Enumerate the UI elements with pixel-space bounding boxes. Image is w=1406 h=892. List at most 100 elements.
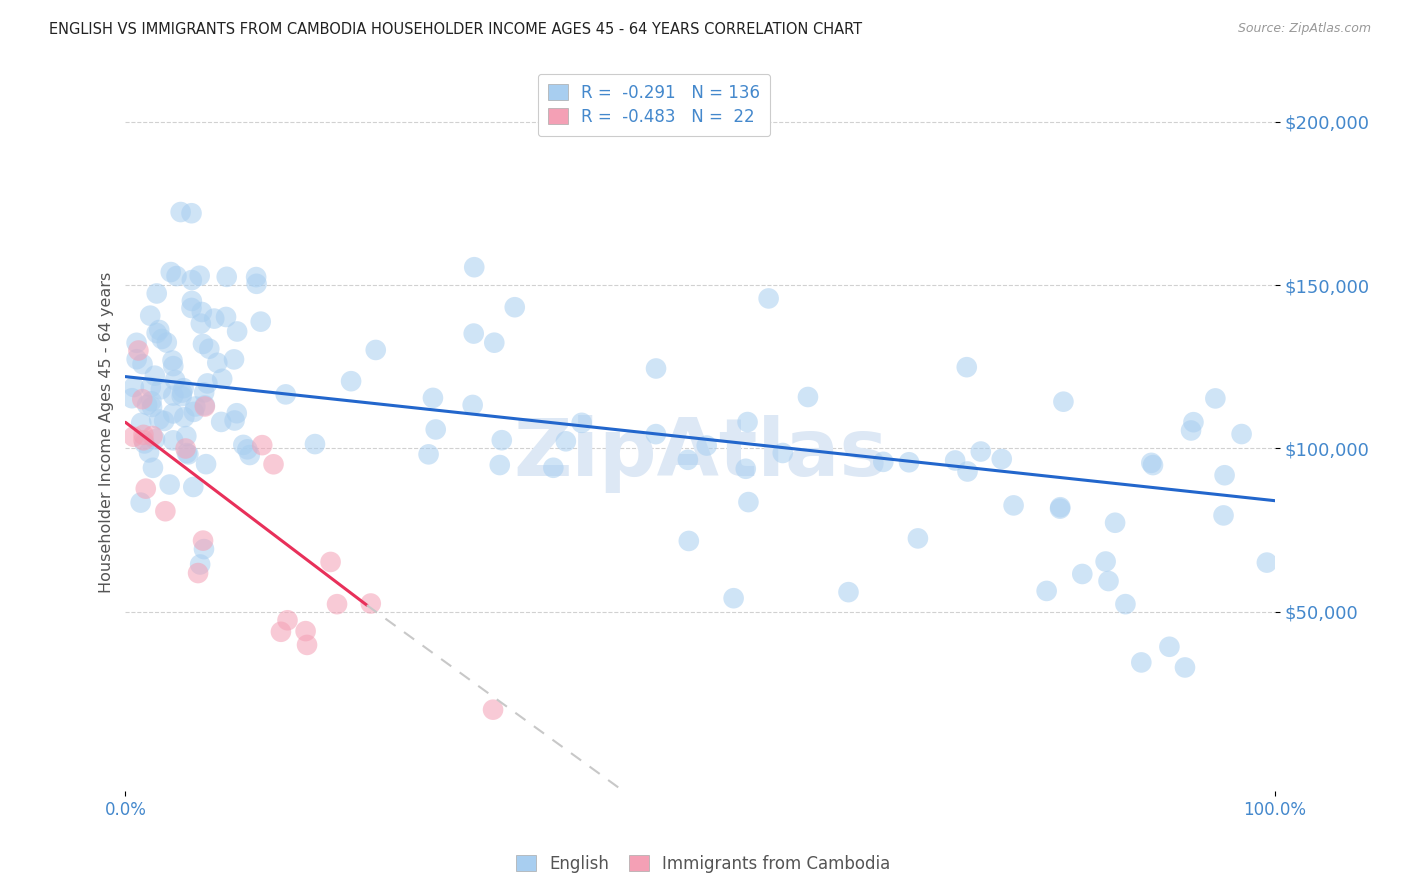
- Point: [274, 387, 297, 401]
- Point: [990, 452, 1012, 467]
- Point: [173, 381, 195, 395]
- Point: [1104, 516, 1126, 530]
- Point: [176, 446, 198, 460]
- Point: [723, 591, 745, 606]
- Point: [142, 460, 165, 475]
- Point: [1140, 456, 1163, 470]
- Legend: English, Immigrants from Cambodia: English, Immigrants from Cambodia: [509, 848, 897, 880]
- Text: ENGLISH VS IMMIGRANTS FROM CAMBODIA HOUSEHOLDER INCOME AGES 45 - 64 YEARS CORREL: ENGLISH VS IMMIGRANTS FROM CAMBODIA HOUS…: [49, 22, 862, 37]
- Point: [139, 309, 162, 323]
- Point: [491, 433, 513, 447]
- Point: [129, 495, 152, 509]
- Point: [134, 436, 156, 450]
- Point: [183, 405, 205, 419]
- Point: [181, 480, 204, 494]
- Point: [340, 374, 363, 388]
- Point: [1204, 392, 1226, 406]
- Point: [131, 392, 153, 406]
- Point: [145, 326, 167, 340]
- Point: [173, 410, 195, 425]
- Point: [758, 292, 780, 306]
- Point: [463, 260, 485, 275]
- Point: [970, 444, 993, 458]
- Point: [943, 453, 966, 467]
- Point: [696, 439, 718, 453]
- Point: [249, 315, 271, 329]
- Point: [125, 352, 148, 367]
- Point: [1130, 656, 1153, 670]
- Point: [956, 465, 979, 479]
- Point: [188, 558, 211, 572]
- Point: [225, 406, 247, 420]
- Point: [165, 373, 187, 387]
- Point: [195, 457, 218, 471]
- Point: [187, 566, 209, 580]
- Point: [270, 624, 292, 639]
- Point: [294, 624, 316, 639]
- Point: [141, 394, 163, 409]
- Point: [131, 357, 153, 371]
- Point: [159, 265, 181, 279]
- Point: [1052, 394, 1074, 409]
- Point: [143, 432, 166, 446]
- Point: [1071, 566, 1094, 581]
- Point: [162, 434, 184, 448]
- Point: [263, 457, 285, 471]
- Point: [193, 385, 215, 400]
- Point: [326, 597, 349, 611]
- Point: [180, 293, 202, 308]
- Point: [1212, 508, 1234, 523]
- Point: [1174, 660, 1197, 674]
- Point: [224, 413, 246, 427]
- Point: [1230, 427, 1253, 442]
- Point: [138, 445, 160, 459]
- Point: [1213, 468, 1236, 483]
- Point: [176, 429, 198, 443]
- Point: [484, 335, 506, 350]
- Point: [155, 504, 177, 518]
- Point: [180, 273, 202, 287]
- Point: [425, 422, 447, 436]
- Point: [129, 416, 152, 430]
- Point: [169, 205, 191, 219]
- Point: [180, 206, 202, 220]
- Point: [162, 388, 184, 402]
- Point: [245, 270, 267, 285]
- Point: [644, 427, 666, 442]
- Point: [463, 326, 485, 341]
- Point: [162, 353, 184, 368]
- Point: [197, 376, 219, 391]
- Text: ZipAtlas: ZipAtlas: [513, 415, 887, 492]
- Point: [226, 325, 249, 339]
- Point: [149, 382, 172, 396]
- Point: [488, 458, 510, 472]
- Point: [245, 277, 267, 291]
- Point: [207, 356, 229, 370]
- Point: [150, 332, 173, 346]
- Point: [797, 390, 820, 404]
- Point: [907, 532, 929, 546]
- Point: [222, 352, 245, 367]
- Point: [571, 416, 593, 430]
- Point: [239, 448, 262, 462]
- Point: [461, 398, 484, 412]
- Point: [319, 555, 342, 569]
- Point: [1002, 499, 1025, 513]
- Point: [1094, 555, 1116, 569]
- Point: [232, 438, 254, 452]
- Point: [125, 335, 148, 350]
- Point: [1049, 501, 1071, 516]
- Point: [191, 305, 214, 319]
- Point: [135, 482, 157, 496]
- Legend: R =  -0.291   N = 136, R =  -0.483   N =  22: R = -0.291 N = 136, R = -0.483 N = 22: [538, 74, 770, 136]
- Point: [1180, 424, 1202, 438]
- Point: [215, 310, 238, 324]
- Point: [956, 360, 979, 375]
- Point: [1182, 415, 1205, 429]
- Point: [139, 380, 162, 394]
- Point: [122, 430, 145, 444]
- Point: [1049, 500, 1071, 515]
- Point: [482, 703, 505, 717]
- Point: [153, 414, 176, 428]
- Point: [166, 268, 188, 283]
